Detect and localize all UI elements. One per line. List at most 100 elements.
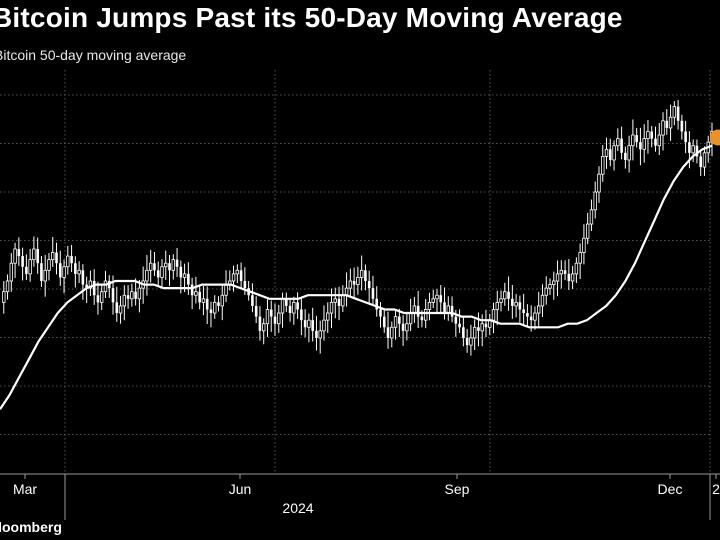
- candle-body: [465, 337, 469, 346]
- candle-body: [552, 280, 556, 285]
- candle-body: [5, 280, 10, 293]
- candle-body: [55, 252, 58, 264]
- x-tick-label: Mar: [13, 481, 37, 497]
- candle-body: [179, 266, 183, 278]
- candle-body: [13, 248, 17, 264]
- candle-body: [439, 295, 443, 303]
- x-tick-label: Jun: [229, 481, 252, 497]
- candle-body: [51, 252, 55, 261]
- candle-body: [620, 138, 623, 153]
- candle-body: [684, 131, 687, 143]
- candle-body: [96, 295, 100, 303]
- candle-body: [420, 316, 424, 321]
- candle-body: [337, 298, 341, 306]
- candle-body: [134, 291, 137, 299]
- candle-body: [548, 284, 552, 289]
- candle-body: [454, 316, 458, 324]
- x-tick-label: 2: [712, 481, 720, 497]
- candle-body: [171, 259, 175, 271]
- candle-body: [435, 294, 439, 300]
- candle-body: [231, 273, 236, 282]
- candle-body: [458, 323, 461, 328]
- candle-body: [103, 280, 108, 293]
- candle-body: [443, 302, 446, 314]
- candle-body: [164, 262, 168, 268]
- candle-body: [642, 138, 646, 150]
- candle-body: [408, 312, 413, 325]
- candle-body: [495, 301, 499, 310]
- candle-body: [639, 142, 642, 150]
- candle-body: [329, 301, 334, 314]
- candle-body: [285, 298, 288, 306]
- candle-body: [654, 138, 657, 146]
- candle-body: [9, 262, 14, 282]
- candle-body: [401, 323, 405, 331]
- candle-body: [190, 284, 194, 296]
- candle-body: [130, 291, 134, 300]
- candle-body: [235, 269, 240, 275]
- candle-body: [43, 269, 47, 282]
- candle-body: [544, 287, 548, 296]
- candle-body: [646, 131, 650, 139]
- candle-body: [699, 156, 702, 168]
- candle-body: [36, 248, 39, 264]
- candle-body: [205, 298, 209, 310]
- candle-body: [661, 120, 665, 136]
- candle-body: [303, 320, 307, 328]
- candle-body: [118, 305, 123, 314]
- candle-body: [311, 320, 314, 331]
- candle-body: [292, 301, 296, 314]
- candle-body: [375, 298, 379, 310]
- candle-body: [318, 330, 322, 339]
- candle-body: [393, 316, 398, 328]
- candle-body: [589, 209, 594, 225]
- candle-body: [371, 288, 375, 299]
- candle-body: [182, 273, 187, 278]
- candle-body: [333, 298, 337, 303]
- moving-average-line: [0, 144, 713, 410]
- candle-body: [156, 270, 160, 278]
- candle-body: [555, 273, 560, 282]
- candle-body: [359, 269, 364, 278]
- candle-body: [522, 309, 525, 314]
- candle-body: [280, 298, 285, 314]
- candle-body: [604, 148, 609, 157]
- x-tick-label: Dec: [658, 481, 683, 497]
- candle-body: [702, 152, 707, 168]
- chart-subtitle: Bitcoin 50-day moving average: [0, 47, 187, 63]
- candle-body: [597, 173, 601, 193]
- candle-body: [616, 138, 620, 147]
- candle-body: [217, 302, 220, 306]
- candle-body: [315, 330, 318, 338]
- candle-body: [477, 327, 480, 331]
- candle-body: [526, 313, 529, 317]
- candle-body: [676, 106, 680, 121]
- candle-body: [160, 266, 164, 278]
- candle-body: [47, 259, 51, 271]
- candle-body: [273, 316, 277, 324]
- candle-body: [533, 312, 537, 321]
- candle-body: [665, 120, 669, 128]
- candle-body: [32, 248, 36, 261]
- candle-body: [81, 270, 85, 285]
- candle-body: [209, 309, 213, 314]
- candle-body: [322, 319, 326, 332]
- candle-body: [126, 295, 130, 299]
- candle-body: [507, 291, 510, 299]
- candle-body: [688, 142, 691, 153]
- candle-body: [484, 323, 488, 328]
- candle-body: [695, 145, 699, 157]
- candle-body: [201, 298, 206, 303]
- candle-body: [187, 273, 190, 285]
- candle-body: [582, 237, 586, 253]
- candle-body: [593, 191, 597, 211]
- candle-body: [148, 262, 153, 271]
- candle-body: [514, 301, 518, 307]
- candle-body: [348, 280, 353, 289]
- candle-body: [220, 294, 224, 307]
- candle-body: [265, 309, 270, 325]
- candle-body: [559, 269, 564, 275]
- candle-body: [657, 134, 661, 147]
- candle-body: [450, 305, 454, 317]
